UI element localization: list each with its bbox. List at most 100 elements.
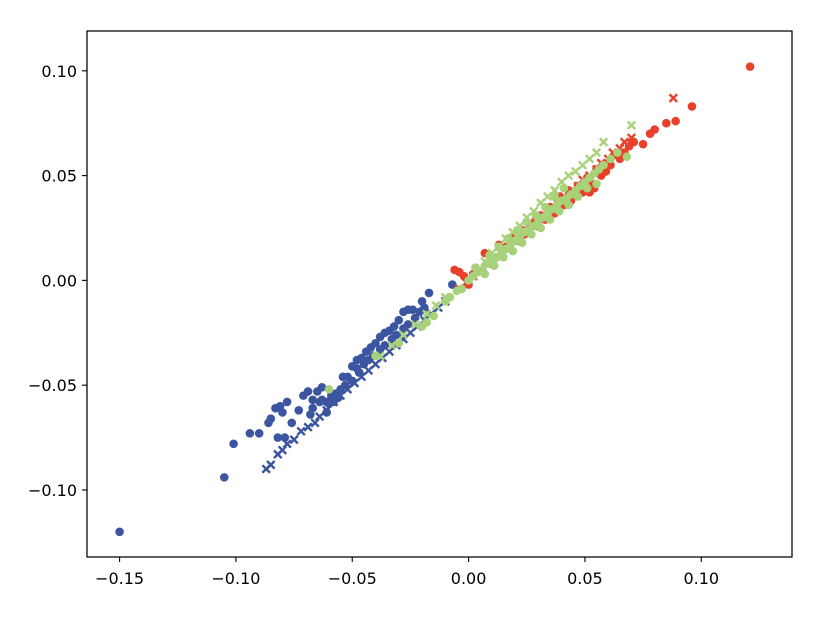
data-point-circle-marker	[422, 317, 432, 327]
data-point-x-marker	[335, 390, 346, 401]
data-point-x-marker	[410, 319, 420, 330]
data-point-circle-marker	[273, 433, 283, 442]
data-point-x-marker	[557, 177, 567, 187]
data-point-circle-marker	[420, 303, 429, 312]
data-point-circle-marker	[531, 211, 541, 220]
data-point-x-marker	[529, 206, 539, 216]
data-point-x-marker	[282, 439, 292, 449]
data-point-circle-marker	[622, 152, 632, 162]
data-point-circle-marker	[322, 408, 331, 417]
data-point-circle-marker	[371, 338, 380, 348]
y-axis: −0.10 −0.05 0.00 0.05 0.10	[28, 62, 87, 500]
data-point-circle-marker	[582, 183, 592, 193]
data-point-x-marker	[591, 147, 602, 158]
data-point-x-marker	[626, 133, 637, 143]
data-point-circle-marker	[394, 315, 404, 325]
data-point-x-marker	[303, 422, 313, 432]
data-point-circle-marker	[278, 408, 287, 417]
data-point-x-marker	[626, 120, 637, 130]
data-point-x-marker	[342, 384, 353, 394]
data-point-circle-marker	[573, 192, 583, 201]
data-point-x-marker	[550, 185, 560, 195]
data-point-circle-marker	[354, 368, 364, 377]
data-point-circle-marker	[645, 129, 655, 138]
data-point-circle-marker	[550, 192, 559, 201]
data-point-circle-marker	[606, 154, 615, 164]
data-point-circle-marker	[499, 253, 508, 262]
data-point-x-marker	[668, 93, 678, 103]
data-point-circle-marker	[545, 215, 555, 224]
data-point-x-marker	[563, 170, 574, 181]
data-point-circle-marker	[254, 429, 264, 438]
data-point-circle-marker	[517, 238, 527, 247]
x-axis: −0.15 −0.10 −0.05 0.00 0.05 0.10	[95, 557, 719, 588]
data-point-circle-marker	[513, 225, 522, 235]
data-point-circle-marker	[317, 382, 327, 392]
data-point-x-marker	[370, 359, 381, 369]
data-point-circle-marker	[294, 406, 304, 415]
data-point-x-marker	[422, 309, 432, 319]
data-point-circle-marker	[280, 433, 290, 442]
data-point-x-marker	[494, 242, 504, 252]
data-point-x-marker	[398, 330, 409, 340]
data-point-circle-marker	[613, 148, 622, 157]
data-point-circle-marker	[592, 179, 601, 189]
data-point-x-marker	[387, 340, 397, 350]
data-point-circle-marker	[662, 118, 671, 128]
data-point-x-marker	[328, 397, 339, 407]
data-point-circle-marker	[317, 395, 327, 405]
data-point-circle-marker	[745, 62, 755, 71]
data-point-x-marker	[487, 248, 497, 258]
data-point-circle-marker	[306, 410, 315, 419]
data-point-x-marker	[522, 212, 532, 223]
data-point-x-marker	[431, 300, 441, 311]
data-point-circle-marker	[489, 261, 499, 271]
data-point-x-marker	[363, 365, 374, 376]
y-tick-label: −0.10	[28, 481, 77, 500]
data-point-circle-marker	[115, 527, 124, 537]
data-point-circle-marker	[555, 206, 564, 216]
data-point-x-marker	[296, 426, 306, 436]
data-point-circle-marker	[324, 385, 334, 394]
x-tick-label: −0.05	[328, 569, 377, 588]
data-point-circle-marker	[229, 439, 238, 449]
data-point-x-marker	[584, 154, 595, 164]
data-point-x-marker	[515, 221, 525, 231]
data-point-x-marker	[536, 198, 546, 208]
y-tick-label: 0.00	[41, 271, 77, 290]
data-point-x-marker	[266, 460, 276, 470]
data-point-x-marker	[322, 405, 332, 415]
y-tick-label: 0.10	[41, 62, 77, 81]
data-point-circle-marker	[429, 311, 438, 321]
data-point-circle-marker	[564, 200, 573, 210]
data-point-x-marker	[375, 351, 385, 361]
data-point-x-marker	[480, 256, 490, 267]
data-point-circle-marker	[447, 280, 457, 289]
data-point-circle-marker	[287, 418, 297, 428]
data-point-x-marker	[570, 166, 581, 177]
data-point-circle-marker	[219, 473, 229, 482]
data-point-x-marker	[405, 328, 416, 338]
data-point-circle-marker	[559, 183, 569, 193]
data-point-x-marker	[577, 160, 588, 170]
data-point-circle-marker	[282, 397, 292, 407]
x-tick-label: 0.00	[451, 569, 487, 588]
data-point-circle-marker	[687, 102, 697, 111]
data-point-circle-marker	[527, 229, 536, 239]
data-point-x-marker	[543, 191, 553, 202]
data-point-x-marker	[315, 411, 325, 422]
y-tick-label: 0.05	[41, 167, 77, 186]
data-point-circle-marker	[457, 284, 466, 294]
data-point-circle-marker	[389, 322, 399, 331]
data-point-x-marker	[598, 137, 609, 147]
x-tick-label: 0.05	[567, 569, 603, 588]
data-point-circle-marker	[324, 399, 334, 409]
series-4	[324, 148, 632, 394]
data-point-circle-marker	[536, 223, 546, 233]
data-point-circle-marker	[410, 313, 420, 323]
data-point-circle-marker	[392, 330, 401, 340]
data-point-circle-marker	[638, 139, 648, 149]
data-point-circle-marker	[424, 288, 434, 298]
data-point-circle-marker	[408, 305, 418, 315]
